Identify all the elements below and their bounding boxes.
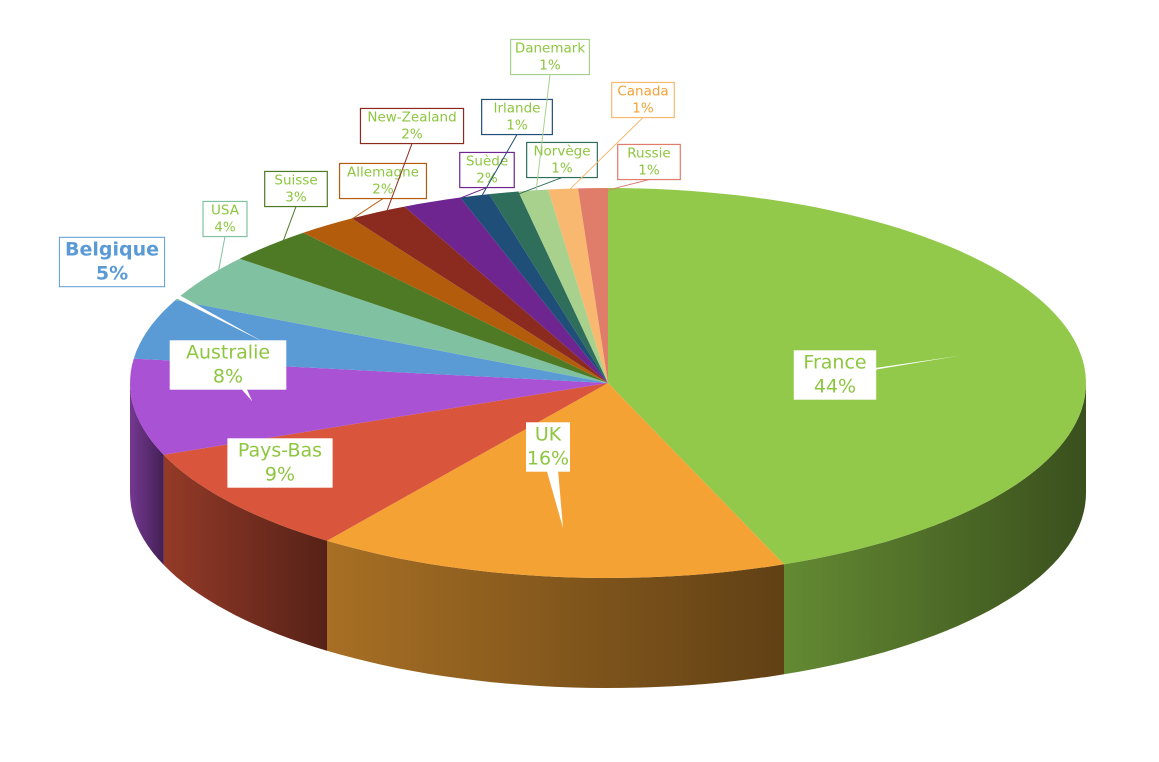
leader-line: [564, 117, 644, 196]
label-box: [338, 162, 428, 200]
slice-label-name: Pays-Bas: [238, 440, 322, 462]
slice-label-value: 9%: [265, 463, 295, 485]
slice: [404, 197, 608, 383]
slice-label-name: USA: [211, 203, 240, 219]
label-box: [359, 107, 465, 145]
slice-side-shade: [130, 383, 164, 565]
label-box: [793, 350, 877, 400]
leader-line: [506, 177, 563, 199]
leader-line: [437, 187, 488, 208]
label-box: [58, 236, 166, 288]
slice: [175, 258, 608, 383]
slice: [351, 206, 608, 383]
leader-line: [279, 206, 297, 250]
label-box: [617, 143, 681, 181]
slice-label-value: 16%: [527, 447, 569, 469]
slice-label-value: 1%: [539, 57, 561, 73]
label-box: [611, 81, 675, 119]
slice: [489, 191, 608, 383]
slice-label-name: Danemark: [515, 41, 586, 57]
slice-label-name: Australie: [186, 342, 270, 364]
slice-label-name: Irlande: [494, 101, 541, 117]
slice-label-value: 1%: [632, 100, 654, 116]
slice-label-name: Russie: [627, 146, 670, 162]
slice: [548, 188, 608, 383]
slice-label-name: Suède: [466, 154, 508, 170]
label-box: [264, 170, 328, 208]
slice-label-name: Suisse: [274, 173, 317, 189]
leader-line: [478, 134, 518, 202]
slice-label-name: Canada: [617, 84, 668, 100]
slice-label-value: 4%: [214, 219, 236, 235]
slice-label-name: New-Zealand: [367, 110, 456, 126]
leader-line: [216, 236, 226, 282]
label-pointer: [827, 355, 961, 375]
slice-label-name: Allemagne: [347, 165, 419, 181]
label-box: [459, 151, 515, 189]
label-box: [481, 98, 553, 136]
label-box: [227, 438, 333, 488]
leader-line: [534, 74, 551, 197]
slice: [460, 194, 608, 383]
slice: [518, 189, 608, 383]
label-box: [510, 38, 591, 76]
slice-label-value: 5%: [96, 262, 128, 284]
label-box: [169, 340, 287, 390]
label-box: [202, 200, 248, 238]
slice-side-shade: [784, 383, 1086, 675]
slice: [303, 218, 608, 383]
slice-label-value: 2%: [401, 126, 423, 142]
slice-label-value: 2%: [476, 170, 498, 186]
slice-label-value: 1%: [551, 160, 573, 176]
slice-label-value: 2%: [372, 181, 394, 197]
slice-label-value: 44%: [814, 375, 856, 397]
slice-label-value: 1%: [638, 162, 660, 178]
slice: [239, 232, 608, 383]
slice-side-shade: [163, 454, 327, 651]
leader-line: [593, 179, 650, 195]
slice-label-name: UK: [535, 424, 562, 446]
label-box: [526, 422, 570, 472]
slice-label-name: Norvège: [533, 144, 590, 160]
slice-side-shade: [327, 540, 784, 688]
slice-label-value: 3%: [285, 189, 307, 205]
slice-label-name: France: [803, 352, 866, 374]
leader-line: [384, 143, 413, 218]
slice-label-value: 8%: [213, 365, 243, 387]
leader-line: [335, 198, 384, 231]
slice: [578, 188, 608, 383]
slice-label-value: 1%: [506, 117, 528, 133]
slice-label-name: Belgique: [65, 239, 159, 261]
slice: [163, 383, 608, 541]
